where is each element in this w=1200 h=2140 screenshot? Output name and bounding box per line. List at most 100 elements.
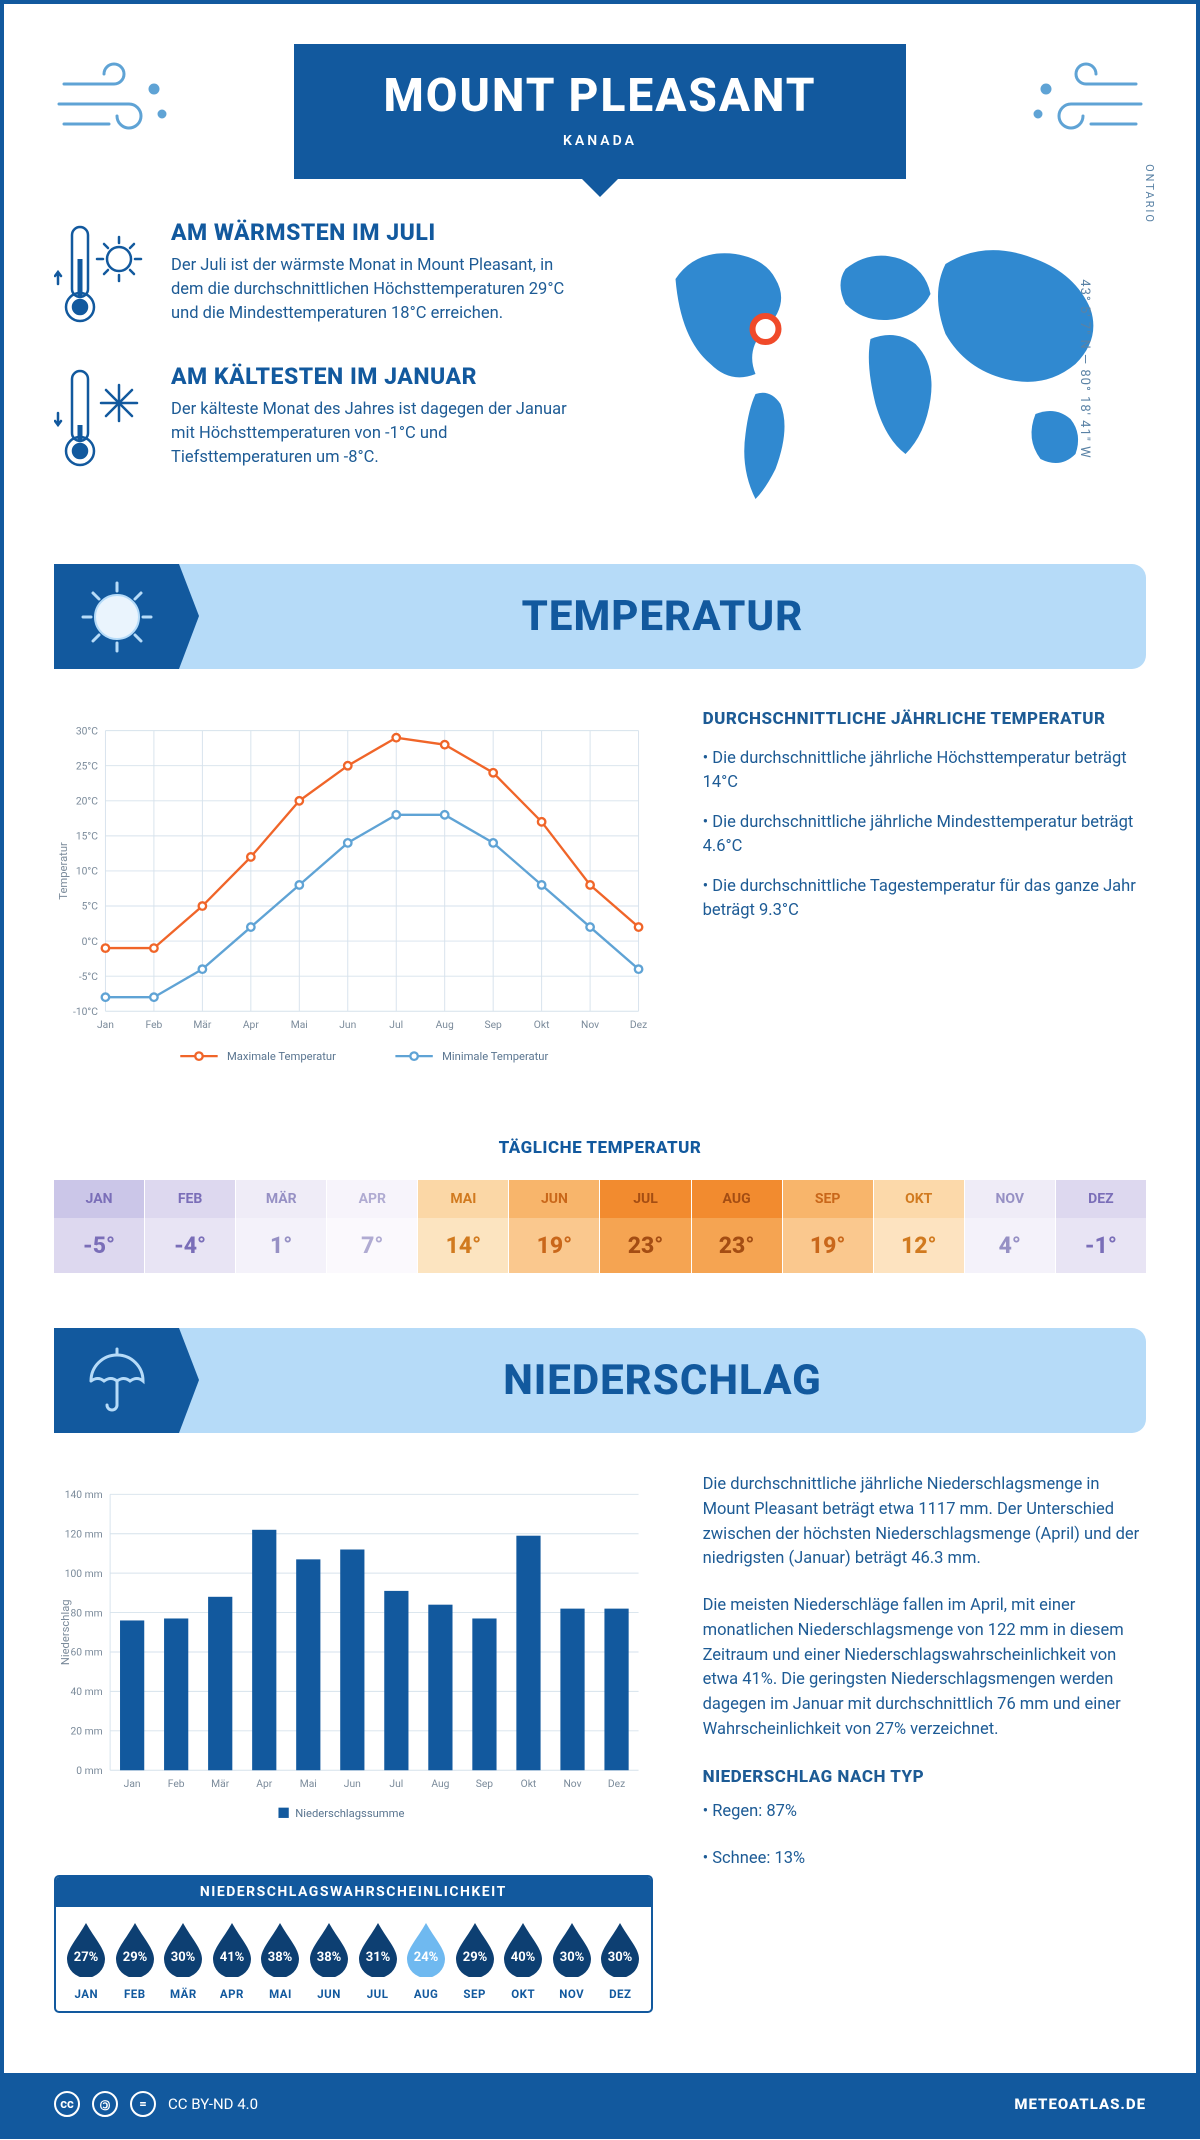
svg-text:140 mm: 140 mm [65,1488,103,1501]
daily-cell: AUG23° [692,1180,783,1273]
precip-type-1: • Regen: 87% [703,1800,1146,1825]
daily-cell: MAI14° [418,1180,509,1273]
svg-text:Jul: Jul [389,1777,403,1790]
daily-cell: DEZ-1° [1056,1180,1146,1273]
warmest-block: AM WÄRMSTEN IM JULI Der Juli ist der wär… [54,219,575,333]
precipitation-bar-chart: 0 mm20 mm40 mm60 mm80 mm100 mm120 mm140 … [54,1473,653,1847]
temp-summary-title: DURCHSCHNITTLICHE JÄHRLICHE TEMPERATUR [703,709,1146,729]
svg-text:25°C: 25°C [76,759,98,772]
warmest-title: AM WÄRMSTEN IM JULI [171,219,575,246]
svg-text:27%: 27% [74,1950,99,1965]
svg-text:Minimale Temperatur: Minimale Temperatur [442,1050,548,1063]
svg-text:Temperatur: Temperatur [57,842,70,900]
country-label: KANADA [384,133,817,149]
daily-cell: JUN19° [509,1180,600,1273]
temperature-line-chart: JanFebMärAprMaiJunJulAugSepOktNovDez-10°… [54,709,653,1093]
daily-cell: OKT12° [874,1180,965,1273]
svg-text:Dez: Dez [608,1777,625,1790]
svg-text:38%: 38% [268,1950,293,1965]
by-icon: 🄯 [92,2091,118,2117]
coldest-title: AM KÄLTESTEN IM JANUAR [171,363,575,390]
section-header-temperature: TEMPERATUR [54,564,1146,669]
svg-text:0 mm: 0 mm [76,1764,102,1777]
svg-text:5°C: 5°C [82,900,99,913]
precipitation-title: NIEDERSCHLAG [179,1356,1146,1405]
svg-text:120 mm: 120 mm [65,1527,103,1540]
svg-text:Dez: Dez [630,1018,647,1031]
header: MOUNT PLEASANT KANADA [54,44,1146,179]
warmest-text: Der Juli ist der wärmste Monat in Mount … [171,254,575,326]
temp-bullet-1: • Die durchschnittliche jährliche Höchst… [703,747,1146,795]
svg-text:Jan: Jan [97,1018,114,1031]
svg-text:30°C: 30°C [76,724,98,737]
coordinates: 43° 5' 7" N — 80° 18' 41" W [1077,279,1092,458]
precipitation-probability-box: NIEDERSCHLAGSWAHRSCHEINLICHKEIT 27%JAN29… [54,1875,653,2013]
svg-text:Sep: Sep [485,1018,503,1031]
svg-text:Jul: Jul [389,1018,403,1031]
svg-text:30%: 30% [608,1950,633,1965]
daily-temp-title: TÄGLICHE TEMPERATUR [54,1138,1146,1158]
svg-text:Nov: Nov [563,1777,581,1790]
wind-icon [54,54,184,158]
svg-text:Mai: Mai [291,1018,308,1031]
probability-cell: 30%DEZ [596,1921,645,2001]
svg-text:40 mm: 40 mm [71,1685,103,1698]
svg-text:41%: 41% [220,1950,245,1965]
svg-text:Niederschlag: Niederschlag [59,1599,72,1665]
section-header-precipitation: NIEDERSCHLAG [54,1328,1146,1433]
svg-text:100 mm: 100 mm [65,1567,103,1580]
probability-cell: 27%JAN [62,1921,111,2001]
svg-text:Jan: Jan [124,1777,141,1790]
svg-text:20 mm: 20 mm [71,1725,103,1738]
world-map [625,219,1146,519]
probability-cell: 31%JUL [353,1921,402,2001]
temp-bullet-2: • Die durchschnittliche jährliche Mindes… [703,811,1146,859]
svg-text:Okt: Okt [534,1018,550,1031]
daily-cell: SEP19° [783,1180,874,1273]
svg-text:Okt: Okt [521,1777,537,1790]
thermometer-cold-icon [54,363,149,477]
svg-text:29%: 29% [123,1950,148,1965]
svg-text:Jun: Jun [339,1018,356,1031]
sun-icon [54,564,179,669]
wind-icon [1016,54,1146,158]
svg-text:Sep: Sep [476,1777,494,1790]
title-banner: MOUNT PLEASANT KANADA [294,44,907,179]
precipitation-summary: Die durchschnittliche jährliche Niedersc… [703,1473,1146,2013]
daily-temperature-table: JAN-5°FEB-4°MÄR1°APR7°MAI14°JUN19°JUL23°… [54,1180,1146,1273]
svg-text:29%: 29% [462,1950,487,1965]
daily-cell: JUL23° [600,1180,691,1273]
svg-text:Mär: Mär [211,1777,230,1790]
temperature-summary: DURCHSCHNITTLICHE JÄHRLICHE TEMPERATUR •… [703,709,1146,1093]
svg-text:-10°C: -10°C [73,1005,98,1018]
svg-text:Aug: Aug [431,1777,449,1790]
svg-text:Mai: Mai [300,1777,317,1790]
svg-text:Mär: Mär [193,1018,212,1031]
precip-type-2: • Schnee: 13% [703,1847,1146,1872]
svg-text:30%: 30% [171,1950,196,1965]
svg-text:Feb: Feb [146,1018,163,1031]
svg-text:80 mm: 80 mm [71,1606,103,1619]
svg-text:Niederschlagssumme: Niederschlagssumme [295,1807,404,1820]
precip-type-title: NIEDERSCHLAG NACH TYP [703,1765,1146,1791]
license-text: CC BY-ND 4.0 [168,2095,258,2113]
temp-bullet-3: • Die durchschnittliche Tagestemperatur … [703,875,1146,923]
probability-cell: 29%FEB [111,1921,160,2001]
probability-cell: 38%JUN [305,1921,354,2001]
svg-text:Maximale Temperatur: Maximale Temperatur [227,1050,336,1063]
daily-cell: JAN-5° [54,1180,145,1273]
region-label: ONTARIO [1143,164,1156,224]
svg-text:10°C: 10°C [76,865,98,878]
nd-icon: = [130,2091,156,2117]
svg-text:38%: 38% [317,1950,342,1965]
probability-cell: 30%MÄR [159,1921,208,2001]
probability-cell: 30%NOV [547,1921,596,2001]
svg-text:20°C: 20°C [76,795,98,808]
footer: cc 🄯 = CC BY-ND 4.0 METEOATLAS.DE [4,2073,1196,2135]
svg-text:Nov: Nov [581,1018,599,1031]
coldest-text: Der kälteste Monat des Jahres ist dagege… [171,398,575,470]
svg-text:-5°C: -5°C [79,970,98,983]
svg-text:15°C: 15°C [76,830,98,843]
thermometer-hot-icon [54,219,149,333]
page-title: MOUNT PLEASANT [384,69,817,123]
